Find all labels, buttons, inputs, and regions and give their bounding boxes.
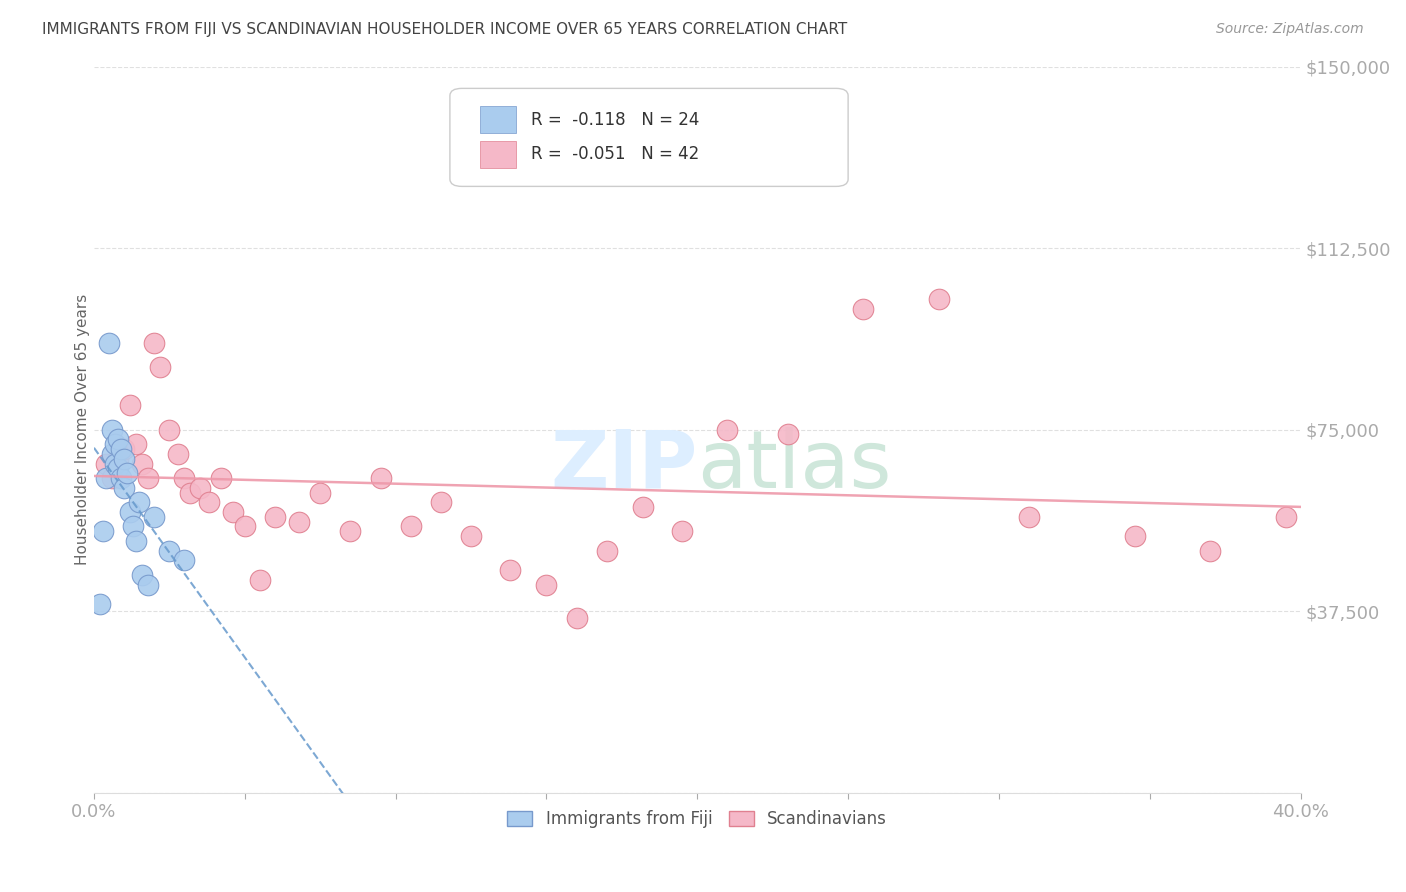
Point <box>131 457 153 471</box>
Point <box>1274 509 1296 524</box>
Point <box>536 577 558 591</box>
Point <box>125 533 148 548</box>
Text: R =  -0.118   N = 24: R = -0.118 N = 24 <box>530 111 699 128</box>
Point <box>430 495 453 509</box>
Point <box>120 399 142 413</box>
Point <box>716 423 738 437</box>
Point <box>852 301 875 316</box>
Y-axis label: Householder Income Over 65 years: Householder Income Over 65 years <box>76 294 90 566</box>
Point <box>188 481 211 495</box>
Point <box>104 457 127 471</box>
Point <box>399 519 422 533</box>
Point <box>101 471 124 485</box>
Point <box>928 292 950 306</box>
Point <box>122 519 145 533</box>
Point <box>107 432 129 446</box>
Point <box>1123 529 1146 543</box>
Point <box>91 524 114 539</box>
Point <box>120 505 142 519</box>
Point <box>104 437 127 451</box>
Text: R =  -0.051   N = 42: R = -0.051 N = 42 <box>530 145 699 163</box>
Point <box>339 524 361 539</box>
Point <box>107 461 129 475</box>
Point <box>112 451 135 466</box>
Point <box>89 597 111 611</box>
Text: ZIP: ZIP <box>550 427 697 505</box>
FancyBboxPatch shape <box>479 106 516 134</box>
Point <box>173 471 195 485</box>
Point <box>136 471 159 485</box>
Point <box>173 553 195 567</box>
FancyBboxPatch shape <box>479 141 516 169</box>
Point <box>115 466 138 480</box>
Point <box>136 577 159 591</box>
Point <box>149 359 172 374</box>
Point <box>776 427 799 442</box>
Point <box>128 495 150 509</box>
Point <box>101 423 124 437</box>
Text: atlas: atlas <box>697 427 891 505</box>
Point <box>309 485 332 500</box>
Point <box>671 524 693 539</box>
Point <box>179 485 201 500</box>
Point <box>222 505 245 519</box>
Point <box>249 573 271 587</box>
Point <box>233 519 256 533</box>
Point <box>631 500 654 514</box>
Point <box>596 543 619 558</box>
Point <box>264 509 287 524</box>
Point <box>101 447 124 461</box>
Point <box>209 471 232 485</box>
Point <box>460 529 482 543</box>
Text: Source: ZipAtlas.com: Source: ZipAtlas.com <box>1216 22 1364 37</box>
Point <box>110 442 132 456</box>
Point <box>107 451 129 466</box>
Point <box>143 335 166 350</box>
Legend: Immigrants from Fiji, Scandinavians: Immigrants from Fiji, Scandinavians <box>501 804 894 835</box>
Point <box>157 423 180 437</box>
Point <box>112 481 135 495</box>
Point <box>197 495 219 509</box>
Point <box>167 447 190 461</box>
Point <box>565 611 588 625</box>
Point <box>499 563 522 577</box>
Point <box>110 471 132 485</box>
Point <box>288 515 311 529</box>
Point <box>1199 543 1222 558</box>
Point <box>125 437 148 451</box>
FancyBboxPatch shape <box>450 88 848 186</box>
Point <box>1018 509 1040 524</box>
Point <box>94 457 117 471</box>
Point <box>131 567 153 582</box>
Point <box>370 471 392 485</box>
Point <box>143 509 166 524</box>
Point <box>112 442 135 456</box>
Point <box>157 543 180 558</box>
Point <box>98 335 121 350</box>
Text: IMMIGRANTS FROM FIJI VS SCANDINAVIAN HOUSEHOLDER INCOME OVER 65 YEARS CORRELATIO: IMMIGRANTS FROM FIJI VS SCANDINAVIAN HOU… <box>42 22 848 37</box>
Point <box>94 471 117 485</box>
